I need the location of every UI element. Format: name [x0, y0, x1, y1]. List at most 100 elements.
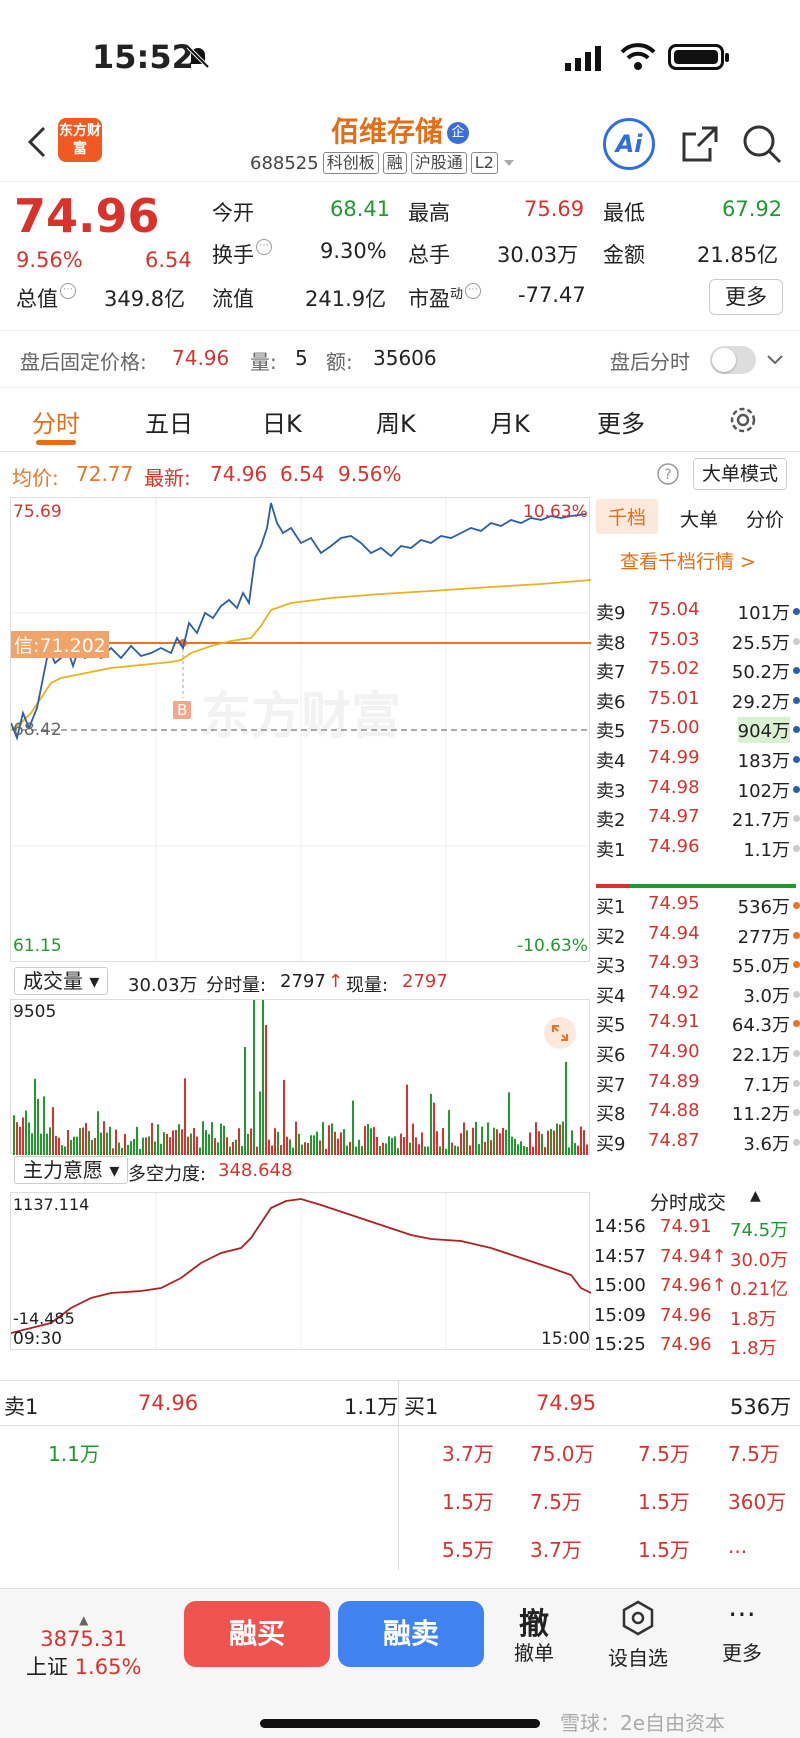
home-indicator — [260, 1719, 540, 1728]
big-order-mode-button[interactable]: 大单模式 — [693, 458, 787, 490]
bid-row[interactable]: 买5 74.91 64.3万 — [596, 1007, 800, 1039]
ask-row[interactable]: 卖8 75.03 25.5万 — [596, 625, 800, 657]
latest-value: 74.96 — [210, 462, 268, 486]
footer-bar: ▲ 3875.31 上证 1.65% 融买 融卖 撤 撤单 设自选 ⋯ 更多 雪… — [0, 1588, 800, 1738]
volume-bar — [397, 1148, 399, 1155]
ai-button[interactable]: Ai — [603, 118, 655, 170]
main-force-selector[interactable]: 主力意愿 ▾ — [14, 1156, 129, 1184]
bid-row[interactable]: 买3 74.93 55.0万 — [596, 948, 800, 980]
index-widget[interactable]: ▲ 3875.31 上证 1.65% — [26, 1613, 141, 1681]
volume-bar — [544, 1147, 546, 1155]
volume-bar — [490, 1140, 492, 1155]
tab-timeshare[interactable]: 分时 — [32, 410, 80, 438]
market-cap-label[interactable]: 总值 ⋯ — [16, 283, 76, 313]
volume-bar — [364, 1126, 366, 1155]
bid-row[interactable]: 买6 74.90 22.1万 — [596, 1037, 800, 1069]
expand-icon[interactable] — [543, 1016, 577, 1050]
pe-label[interactable]: 市盈动 ⋯ — [408, 283, 482, 313]
volume-selector[interactable]: 成交量 ▾ — [14, 967, 109, 995]
add-watchlist-button[interactable]: 设自选 — [608, 1599, 668, 1671]
volume-bar — [367, 1124, 369, 1155]
ask-row[interactable]: 卖7 75.02 50.2万 — [596, 654, 800, 686]
more-dots-icon: ⋯ — [60, 283, 76, 299]
ask-row[interactable]: 卖1 74.96 1.1万 — [596, 832, 800, 864]
volume-bar — [136, 1126, 138, 1155]
level1-sell-price: 74.96 — [138, 1391, 199, 1415]
volume-bar — [442, 1128, 444, 1155]
tick-trades[interactable]: 分时成交 ▲ 14:56 74.91 74.5万 14:57 74.94↑ 30.0万 15… — [592, 1188, 800, 1378]
ask-indicator-dot — [793, 815, 800, 823]
y-axis-high: 75.69 — [13, 502, 62, 522]
volume-bar — [370, 1128, 372, 1155]
volume-bar — [454, 1145, 456, 1155]
intraday-chart[interactable]: 东方财富 75.69 10.63% 61.15 -10.63% 68.42 信:… — [10, 497, 591, 963]
after-hours-toggle[interactable] — [710, 346, 756, 374]
cancel-order-button[interactable]: 撤 撤单 — [514, 1599, 554, 1666]
view-thousand-level-link[interactable]: 查看千档行情 > — [620, 551, 756, 573]
help-icon[interactable]: ? — [656, 462, 680, 486]
ask-row[interactable]: 卖2 74.97 21.7万 — [596, 802, 800, 834]
volume-bar — [199, 1147, 201, 1155]
margin-buy-button[interactable]: 融买 — [184, 1601, 330, 1667]
volume-bar — [52, 1107, 54, 1155]
volume-bar — [550, 1129, 552, 1155]
trade-time: 14:56 — [594, 1216, 646, 1237]
ask-row[interactable]: 卖4 74.99 183万 — [596, 743, 800, 775]
more-menu-button[interactable]: ⋯ 更多 — [722, 1599, 762, 1666]
back-icon[interactable] — [22, 122, 52, 162]
tab-monthly-k[interactable]: 月K — [490, 410, 530, 438]
bid-row[interactable]: 买2 74.94 277万 — [596, 919, 800, 951]
volume-bar — [553, 1130, 555, 1155]
bid-row[interactable]: 买8 74.88 11.2万 — [596, 1096, 800, 1128]
settings-gear-icon[interactable] — [727, 404, 759, 436]
volume-value: 30.03万 — [497, 243, 579, 267]
volume-bar — [259, 1091, 261, 1155]
caret-up-icon: ▲ — [750, 1188, 761, 1204]
bid-row[interactable]: 买9 74.87 3.6万 — [596, 1126, 800, 1158]
margin-sell-button[interactable]: 融卖 — [338, 1601, 484, 1667]
now-volume-label: 现量: — [346, 975, 389, 996]
volume-bar — [127, 1144, 129, 1155]
tab-big-order[interactable]: 大单 — [680, 509, 719, 531]
tab-five-day[interactable]: 五日 — [145, 410, 193, 438]
volume-bar — [67, 1129, 69, 1155]
volume-bar — [379, 1146, 381, 1155]
turnover-label[interactable]: 换手 ⋯ — [212, 239, 272, 269]
volume-bar — [100, 1132, 102, 1155]
bid-row[interactable]: 买1 74.95 536万 — [596, 889, 800, 921]
ask-row[interactable]: 卖5 75.00 904万 — [596, 713, 800, 745]
trade-price: 74.94↑ — [660, 1245, 727, 1267]
tab-price-distribution[interactable]: 分价 — [746, 509, 785, 531]
dropdown-arrow-icon[interactable] — [502, 158, 516, 168]
bid-row[interactable]: 买4 74.92 3.0万 — [596, 978, 800, 1010]
ask-row[interactable]: 卖6 75.01 29.2万 — [596, 684, 800, 716]
ask-row[interactable]: 卖9 75.04 101万 — [596, 595, 800, 627]
x-axis-end: 15:00 — [541, 1329, 590, 1349]
tick-volume-label: 分时量: — [206, 975, 267, 996]
now-volume: 2797 — [402, 971, 448, 992]
buy-marker[interactable]: B — [173, 701, 192, 719]
volume-bar — [457, 1146, 459, 1155]
tab-more[interactable]: 更多 — [597, 410, 645, 438]
volume-bar — [256, 1146, 258, 1155]
volume-bar — [412, 1123, 414, 1155]
more-quote-button[interactable]: 更多 — [709, 279, 783, 315]
volume-bar — [520, 1141, 522, 1155]
search-icon[interactable] — [740, 122, 784, 166]
ask-level-label: 卖7 — [596, 662, 626, 684]
chevron-down-icon[interactable] — [766, 354, 784, 366]
volume-bar — [226, 1137, 228, 1155]
chart-tabs: 分时 五日 日K 周K 月K 更多 — [0, 390, 800, 452]
volume-bar — [70, 1139, 72, 1155]
volume-bar — [91, 1139, 93, 1155]
tab-weekly-k[interactable]: 周K — [376, 410, 416, 438]
index-value: 3875.31 — [40, 1627, 128, 1651]
bid-row[interactable]: 买7 74.89 7.1万 — [596, 1067, 800, 1099]
share-icon[interactable] — [680, 124, 720, 164]
tab-thousand-level[interactable]: 千档 — [596, 499, 659, 534]
volume-bar — [388, 1136, 390, 1155]
ask-row[interactable]: 卖3 74.98 102万 — [596, 773, 800, 805]
volume-bar — [130, 1141, 132, 1155]
high-value: 75.69 — [524, 197, 585, 221]
tab-daily-k[interactable]: 日K — [262, 410, 302, 438]
